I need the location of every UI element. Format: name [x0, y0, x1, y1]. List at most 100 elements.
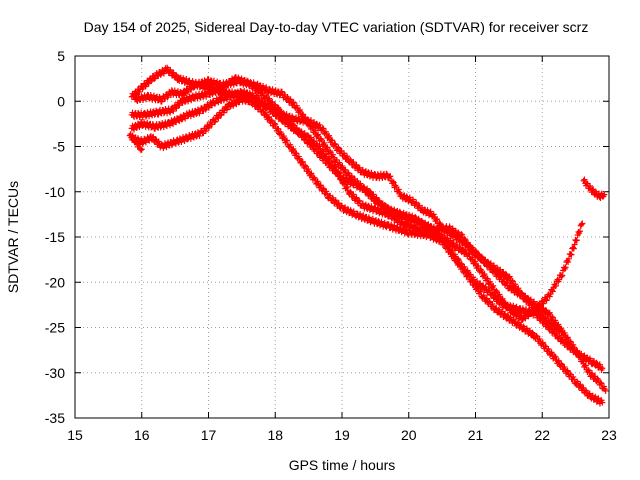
data-point — [212, 118, 219, 125]
y-tick-label: -5 — [53, 139, 66, 155]
data-point — [331, 163, 338, 170]
data-point — [293, 150, 300, 157]
data-point — [145, 79, 152, 86]
data-point — [332, 163, 339, 170]
data-point — [335, 144, 342, 151]
data-point — [565, 259, 572, 266]
data-point — [430, 211, 437, 218]
data-point — [249, 95, 256, 102]
data-point — [413, 199, 420, 206]
data-point — [289, 113, 296, 120]
data-point — [329, 137, 336, 144]
data-point — [475, 262, 482, 269]
data-point — [497, 266, 504, 273]
data-point — [320, 185, 327, 192]
data-point — [287, 96, 294, 103]
data-point — [284, 137, 291, 144]
data-point — [277, 108, 284, 115]
data-point — [523, 325, 530, 332]
data-point — [455, 257, 462, 264]
data-point — [268, 117, 275, 124]
data-point — [564, 334, 571, 341]
data-point — [274, 106, 281, 113]
data-point — [480, 292, 487, 299]
data-point — [387, 173, 394, 180]
data-point — [153, 107, 160, 114]
data-point — [385, 204, 392, 211]
data-point — [556, 334, 563, 341]
data-point — [450, 240, 457, 247]
data-point — [486, 298, 493, 305]
data-point — [350, 208, 357, 215]
y-tick-label: 5 — [57, 48, 65, 64]
data-point — [334, 169, 341, 176]
data-point — [545, 310, 552, 317]
data-point — [215, 115, 222, 122]
data-point — [539, 311, 546, 318]
data-point — [142, 83, 149, 90]
data-point — [314, 132, 321, 139]
data-point — [549, 313, 556, 320]
data-point — [559, 272, 566, 279]
data-points — [126, 64, 609, 407]
data-point — [596, 361, 603, 368]
series-track-1 — [128, 64, 606, 407]
data-point — [436, 219, 443, 226]
data-point — [589, 370, 596, 377]
data-point — [138, 146, 145, 153]
data-point — [501, 311, 508, 318]
data-point — [548, 349, 555, 356]
data-point — [524, 296, 531, 303]
data-point — [505, 303, 512, 310]
data-point — [505, 304, 512, 311]
data-point — [571, 344, 578, 351]
data-point — [305, 166, 312, 173]
data-point — [513, 303, 520, 310]
data-point — [339, 162, 346, 169]
data-point — [324, 144, 331, 151]
data-point — [552, 282, 559, 289]
data-point — [347, 188, 354, 195]
data-point — [403, 213, 410, 220]
data-point — [472, 258, 479, 265]
data-point — [562, 264, 569, 271]
data-point — [417, 224, 424, 231]
data-point — [599, 399, 606, 406]
data-point — [289, 99, 296, 106]
data-point — [570, 245, 577, 252]
data-point — [367, 188, 374, 195]
series-track-7 — [580, 176, 608, 202]
data-point — [344, 183, 351, 190]
data-point — [455, 255, 462, 262]
y-tick-label: -15 — [45, 229, 65, 245]
data-point — [536, 335, 543, 342]
data-point — [519, 317, 526, 324]
data-point — [338, 175, 345, 182]
series-track-2 — [132, 76, 606, 373]
x-tick-label: 21 — [468, 427, 484, 443]
data-point — [321, 139, 328, 146]
data-point — [304, 116, 311, 123]
data-point — [479, 254, 486, 261]
data-point — [466, 242, 473, 249]
data-point — [350, 159, 357, 166]
data-point — [546, 309, 553, 316]
data-point — [559, 329, 566, 336]
data-point — [205, 124, 212, 131]
data-point — [395, 186, 402, 193]
axis-ticks: 15 16 17 18 19 20 21 22 23 5 0 -5 -10 -15 -20 -25 -30 -35 — [45, 48, 617, 443]
data-point — [266, 95, 273, 102]
data-point — [601, 191, 608, 198]
data-point — [337, 174, 344, 181]
data-point — [155, 138, 162, 145]
data-point — [578, 221, 585, 228]
data-point — [315, 131, 322, 138]
data-point — [326, 147, 333, 154]
data-point — [148, 78, 155, 85]
data-point — [151, 75, 158, 82]
data-point — [533, 332, 540, 339]
data-point — [353, 194, 360, 201]
data-point — [564, 367, 571, 374]
data-point — [554, 324, 561, 330]
data-point — [445, 226, 452, 233]
